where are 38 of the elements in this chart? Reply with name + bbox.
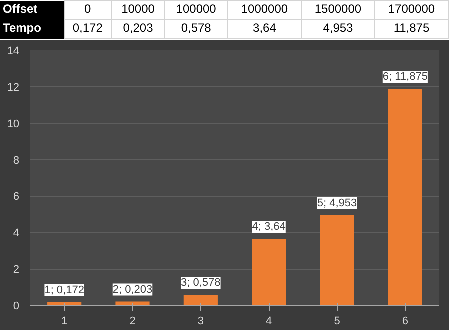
bar	[252, 239, 286, 306]
x-tick-label: 2	[130, 316, 136, 328]
text: 0,578	[164, 20, 228, 38]
y-tick-label: 14	[7, 46, 20, 58]
text: 1500000	[301, 0, 375, 20]
bar	[388, 89, 422, 306]
text: 4,953	[301, 20, 375, 38]
y-tick-label: 4	[13, 228, 20, 240]
data-label: 1; 0,172	[44, 284, 84, 296]
x-tick-label: 6	[402, 316, 408, 328]
text: 11,875	[374, 20, 448, 38]
bar	[184, 294, 218, 306]
text: 10000	[112, 0, 165, 20]
y-tick-label: 2	[13, 264, 20, 276]
bar	[320, 215, 354, 306]
data-label: 4; 3,64	[252, 221, 286, 234]
data-label: 6; 11,875	[382, 71, 428, 84]
x-tick-label: 5	[334, 316, 340, 328]
text: Tempo	[0, 20, 64, 38]
data-label: 3; 0,578	[181, 276, 221, 289]
text: 0,172	[64, 20, 112, 38]
text: 0	[64, 0, 112, 20]
data-label: 2; 0,203	[112, 284, 153, 296]
text: 1700000	[374, 0, 448, 20]
text: 0,203	[112, 20, 165, 38]
y-tick-label: 12	[7, 82, 20, 94]
y-tick-label: 8	[13, 154, 20, 167]
text: 1000000	[228, 0, 302, 20]
x-tick-label: 1	[62, 316, 68, 328]
x-tick-label: 4	[266, 316, 272, 328]
y-tick-label: 10	[7, 118, 20, 130]
data-label: 5; 4,953	[317, 197, 358, 210]
x-tick-label: 3	[198, 316, 204, 328]
text: Offset	[0, 0, 64, 20]
y-tick-label: 0	[13, 300, 20, 312]
text: 100000	[164, 0, 228, 20]
text: 3,64	[228, 20, 302, 38]
y-tick-label: 6	[13, 191, 20, 204]
